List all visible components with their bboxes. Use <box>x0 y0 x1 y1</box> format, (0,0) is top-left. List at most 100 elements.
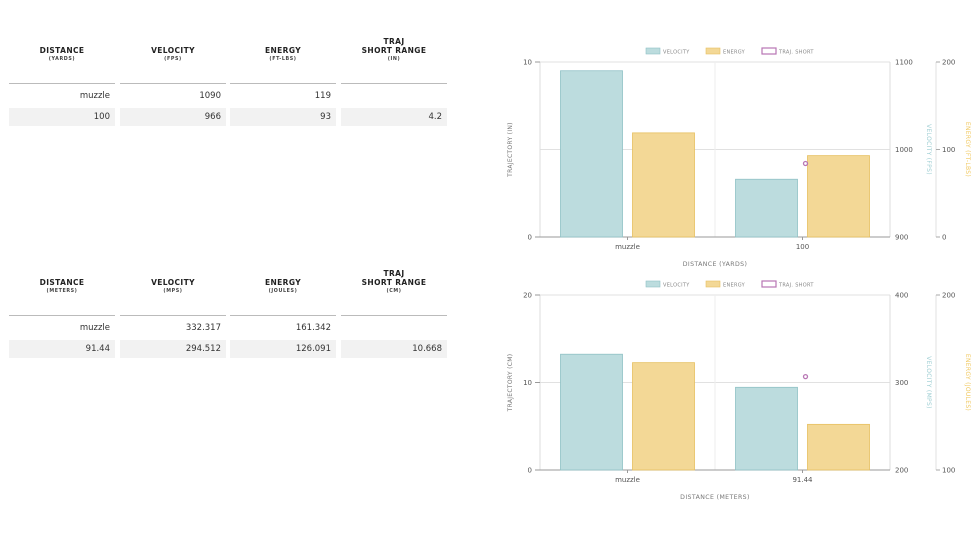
y-velocity-tick-label: 300 <box>895 379 908 387</box>
column-header-label: SHORT RANGE <box>361 46 427 55</box>
header-divider <box>230 83 336 84</box>
legend-label: VELOCITY <box>663 50 690 56</box>
y-traj-tick-label: 10 <box>523 379 532 387</box>
column-header-label: DISTANCE <box>39 278 85 287</box>
column-header-traj: TRAJ SHORT RANGE (CM) <box>341 269 447 294</box>
y-traj-tick-label: 0 <box>528 234 532 242</box>
table-row: muzzle 332.317 161.342 <box>9 319 449 337</box>
column-header-distance: DISTANCE (METERS) <box>9 278 115 294</box>
column-header-label: DISTANCE <box>39 46 85 55</box>
column-header-unit: (METERS) <box>46 289 78 294</box>
y-velocity-tick-label: 1100 <box>895 59 913 67</box>
table-body: muzzle 1090 119 100 966 93 4.2 <box>9 87 449 126</box>
table-cell-velocity: 294.512 <box>120 340 226 358</box>
header-divider <box>9 315 115 316</box>
y-energy-axis-label: ENERGY (JOULES) <box>964 354 971 411</box>
legend-label: ENERGY <box>723 50 746 56</box>
column-header-label: TRAJ <box>383 37 405 46</box>
table-cell-traj <box>341 319 447 337</box>
table-cell-distance: 100 <box>9 108 115 126</box>
header-divider <box>341 83 447 84</box>
ballistics-table-metric: DISTANCE (METERS) VELOCITY (MPS) ENERGY (JOUL… <box>9 269 449 358</box>
column-header-unit: (FT-LBS) <box>269 57 297 62</box>
column-header-unit: (JOULES) <box>268 289 298 294</box>
bar-energy-muzzle <box>632 362 695 471</box>
bar-velocity-muzzle <box>560 353 623 471</box>
header-divider <box>230 315 336 316</box>
legend-label: TRAJ. SHORT <box>778 283 814 289</box>
column-header-label: ENERGY <box>264 278 302 287</box>
table-header: DISTANCE (YARDS) VELOCITY (FPS) ENERGY (FT-LB… <box>9 37 449 84</box>
column-header-label: VELOCITY <box>151 278 195 287</box>
column-header-unit: (YARDS) <box>48 57 76 62</box>
bar-energy-100 <box>807 155 870 238</box>
legend-swatch-2 <box>761 47 777 55</box>
column-header-unit: (FPS) <box>164 57 182 62</box>
table-cell-energy: 119 <box>314 91 331 101</box>
column-header-energy: ENERGY (FT-LBS) <box>230 46 336 62</box>
y-velocity-tick-label: 200 <box>895 467 908 475</box>
table-body: muzzle 332.317 161.342 91.44 294.512 126.091 1… <box>9 319 449 358</box>
legend-swatch-0 <box>645 47 661 55</box>
y-traj-tick-label: 0 <box>528 467 532 475</box>
y-traj-axis-label: TRAJECTORY (CM) <box>507 354 514 413</box>
table-row: 100 966 93 4.2 <box>9 108 449 126</box>
y-traj-tick-label: 20 <box>523 292 532 300</box>
y-velocity-tick-label: 1000 <box>895 146 913 154</box>
table-cell-distance: muzzle <box>79 323 110 333</box>
header-divider <box>9 83 115 84</box>
table-cell-distance: 91.44 <box>9 340 115 358</box>
bar-energy-muzzle <box>632 132 695 238</box>
ballistics-table-imperial: DISTANCE (YARDS) VELOCITY (FPS) ENERGY (FT-LB… <box>9 37 449 126</box>
column-header-label: ENERGY <box>264 46 302 55</box>
table-cell-energy: 93 <box>230 108 336 126</box>
legend-swatch-1 <box>705 47 721 55</box>
table-cell-velocity: 966 <box>120 108 226 126</box>
column-header-energy: ENERGY (JOULES) <box>230 278 336 294</box>
y-energy-tick-label: 0 <box>942 234 946 242</box>
x-tick-label: muzzle <box>615 476 640 484</box>
legend-swatch-1 <box>705 280 721 288</box>
x-axis-label: DISTANCE (YARDS) <box>683 261 748 268</box>
bar-energy-91.44 <box>807 423 870 471</box>
point-traj-short-91.44 <box>802 374 809 380</box>
table-row: 91.44 294.512 126.091 10.668 <box>9 340 449 358</box>
table-cell-traj: 4.2 <box>341 108 447 126</box>
legend-swatch-0 <box>645 280 661 288</box>
table-cell-velocity: 332.317 <box>185 323 221 333</box>
y-energy-tick-label: 200 <box>942 59 955 67</box>
table-header: DISTANCE (METERS) VELOCITY (MPS) ENERGY (JOUL… <box>9 269 449 316</box>
column-header-unit: (MPS) <box>163 289 183 294</box>
x-tick-label: 91.44 <box>792 476 813 484</box>
ballistics-chart-metric: VELOCITY ENERGY TRAJ. SHORT muzzle 91.44 0 10 2… <box>507 280 971 501</box>
legend-label: ENERGY <box>723 283 746 289</box>
bar-velocity-91.44 <box>735 386 798 471</box>
y-velocity-axis-label: VELOCITY (FPS) <box>925 124 932 175</box>
table-cell-energy: 126.091 <box>230 340 336 358</box>
y-energy-axis-label: ENERGY (FT-LBS) <box>964 122 971 177</box>
column-header-label: SHORT RANGE <box>361 278 427 287</box>
y-energy-tick-label: 200 <box>942 292 955 300</box>
y-traj-axis-label: TRAJECTORY (IN) <box>507 122 514 178</box>
header-divider <box>120 83 226 84</box>
column-header-label: VELOCITY <box>151 46 195 55</box>
x-tick-label: muzzle <box>615 243 640 251</box>
legend-swatch-2 <box>761 280 777 288</box>
y-traj-tick-label: 10 <box>523 59 532 67</box>
column-header-distance: DISTANCE (YARDS) <box>9 46 115 62</box>
legend-label: TRAJ. SHORT <box>778 50 814 56</box>
table-cell-traj: 10.668 <box>341 340 447 358</box>
table-cell-traj <box>341 87 447 105</box>
legend-label: VELOCITY <box>663 283 690 289</box>
header-divider <box>120 315 226 316</box>
y-velocity-tick-label: 400 <box>895 292 908 300</box>
point-traj-short-100 <box>802 160 809 167</box>
y-energy-tick-label: 100 <box>942 146 955 154</box>
column-header-label: TRAJ <box>383 269 405 278</box>
y-velocity-axis-label: VELOCITY (MPS) <box>925 356 932 408</box>
bar-velocity-muzzle <box>560 70 623 238</box>
table-cell-distance: muzzle <box>79 91 110 101</box>
table-cell-energy: 161.342 <box>295 323 331 333</box>
column-header-unit: (CM) <box>386 289 402 294</box>
